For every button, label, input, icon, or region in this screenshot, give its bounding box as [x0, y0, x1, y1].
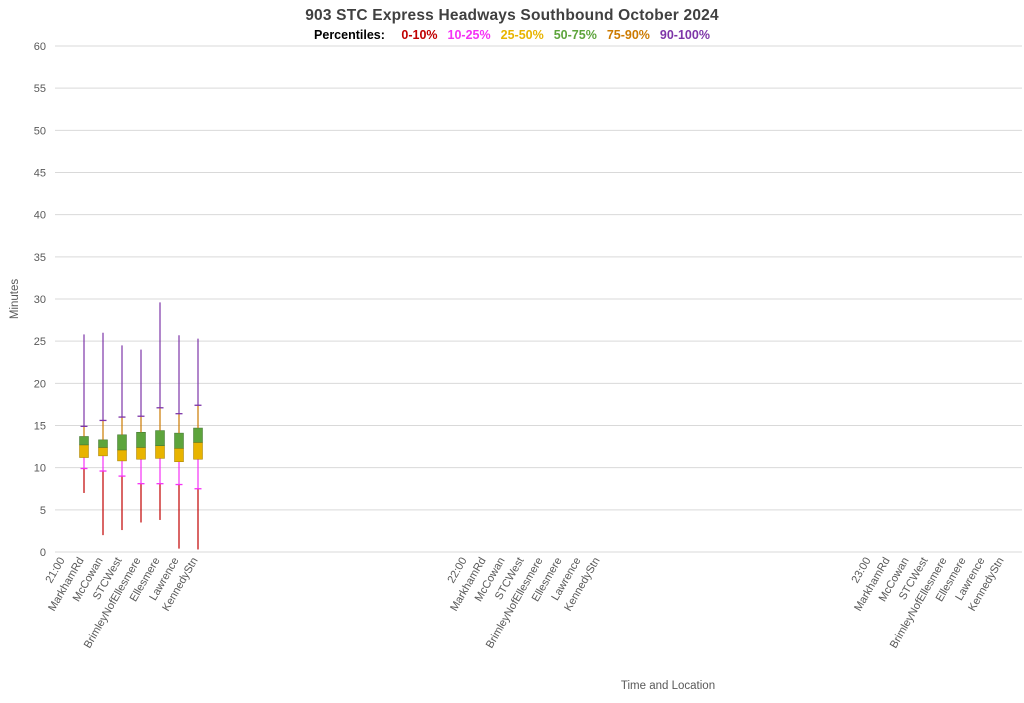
chart-title: 903 STC Express Headways Southbound Octo…: [305, 7, 719, 24]
y-tick-label: 25: [34, 336, 46, 348]
y-axis-title: Minutes: [9, 279, 21, 320]
legend-title: Percentiles:: [314, 28, 385, 42]
boxplot-21-00-brimleynofellesmere: [136, 349, 146, 523]
boxplot-21-00-markhamrd: [79, 334, 89, 493]
y-tick-label: 20: [34, 378, 46, 390]
y-tick-label: 55: [34, 83, 46, 95]
boxplot-21-00-lawrence: [174, 335, 184, 549]
x-axis-title: Time and Location: [621, 680, 715, 692]
y-tick-label: 60: [34, 41, 46, 53]
y-tick-label: 40: [34, 210, 46, 222]
y-tick-label: 50: [34, 125, 46, 137]
y-tick-label: 45: [34, 168, 46, 180]
y-tick-label: 35: [34, 252, 46, 264]
legend-item: 50-75%: [553, 28, 597, 42]
legend-item: 75-90%: [606, 28, 650, 42]
legend-item: 90-100%: [659, 28, 710, 42]
y-tick-label: 0: [40, 547, 46, 559]
chart-legend: Percentiles: 0-10% 10-25% 25-50% 50-75% 75-9…: [0, 28, 1024, 42]
legend-item: 0-10%: [401, 28, 438, 42]
y-tick-label: 5: [40, 505, 46, 517]
y-tick-label: 10: [34, 463, 46, 475]
y-tick-label: 15: [34, 421, 46, 433]
legend-item: 25-50%: [500, 28, 544, 42]
legend-item: 10-25%: [447, 28, 491, 42]
boxplot-21-00-kennedystn: [193, 338, 203, 550]
boxplot-21-00-stcwest: [117, 345, 127, 531]
boxplot-21-00-ellesmere: [155, 302, 165, 520]
boxplot-21-00-mccowan: [98, 332, 108, 536]
y-tick-label: 30: [34, 294, 46, 306]
